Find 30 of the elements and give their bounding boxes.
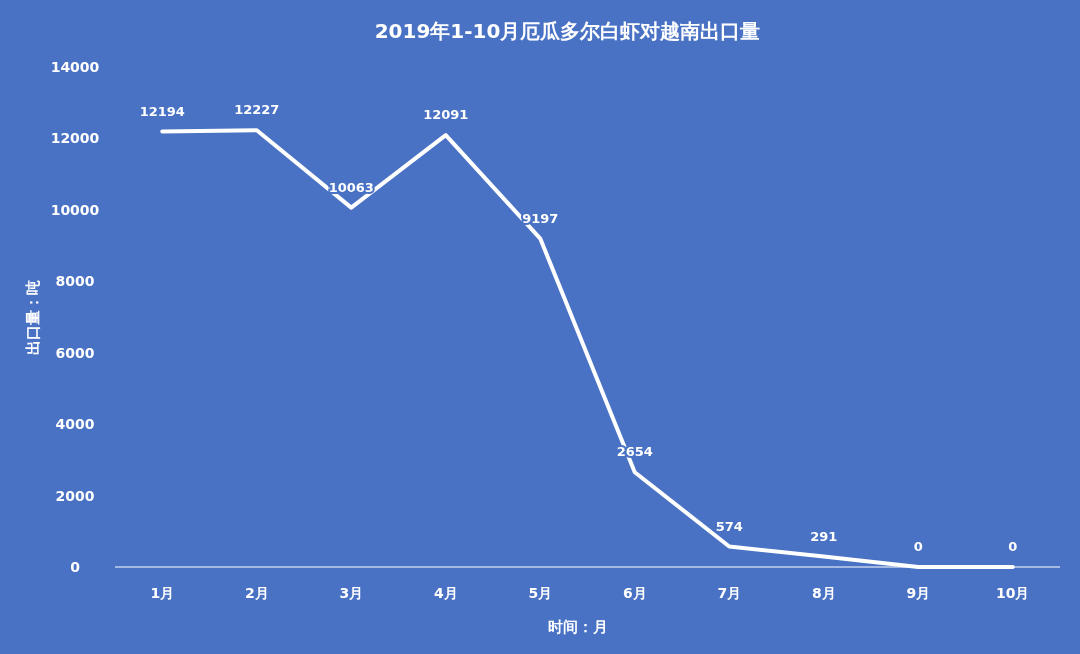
data-label: 12194 [139, 103, 185, 119]
y-tick-label: 10000 [50, 201, 100, 218]
data-label: 291 [810, 528, 838, 544]
x-tick-label: 8月 [811, 585, 836, 601]
x-tick-label: 2月 [244, 585, 269, 601]
x-tick-label: 3月 [339, 585, 364, 601]
y-tick-label: 4000 [55, 416, 95, 433]
data-label: 12227 [234, 102, 280, 118]
data-label: 12091 [423, 107, 469, 123]
x-axis-title: 时间：月 [547, 618, 608, 636]
x-tick-label: 4月 [433, 585, 458, 601]
y-tick-label: 8000 [55, 273, 95, 290]
data-label: 574 [715, 518, 743, 534]
data-label: 9197 [522, 210, 559, 226]
data-label: 10063 [328, 179, 374, 195]
y-tick-label: 0 [70, 559, 81, 575]
y-axis-title: 出口量：吨 [24, 279, 42, 355]
y-tick-label: 12000 [50, 130, 100, 147]
x-tick-label: 6月 [622, 585, 647, 601]
x-tick-label: 1月 [150, 585, 175, 601]
chart-title: 2019年1-10月厄瓜多尔白虾对越南出口量 [374, 19, 761, 43]
data-label: 0 [913, 539, 923, 554]
y-tick-label: 2000 [55, 487, 95, 504]
x-tick-label: 7月 [717, 585, 742, 601]
x-tick-label: 9月 [906, 585, 931, 601]
y-tick-label: 14000 [50, 59, 100, 75]
x-tick-label: 5月 [528, 585, 553, 601]
y-tick-label: 6000 [55, 344, 95, 361]
x-tick-label: 10月 [996, 585, 1030, 601]
data-label: 0 [1008, 539, 1018, 554]
